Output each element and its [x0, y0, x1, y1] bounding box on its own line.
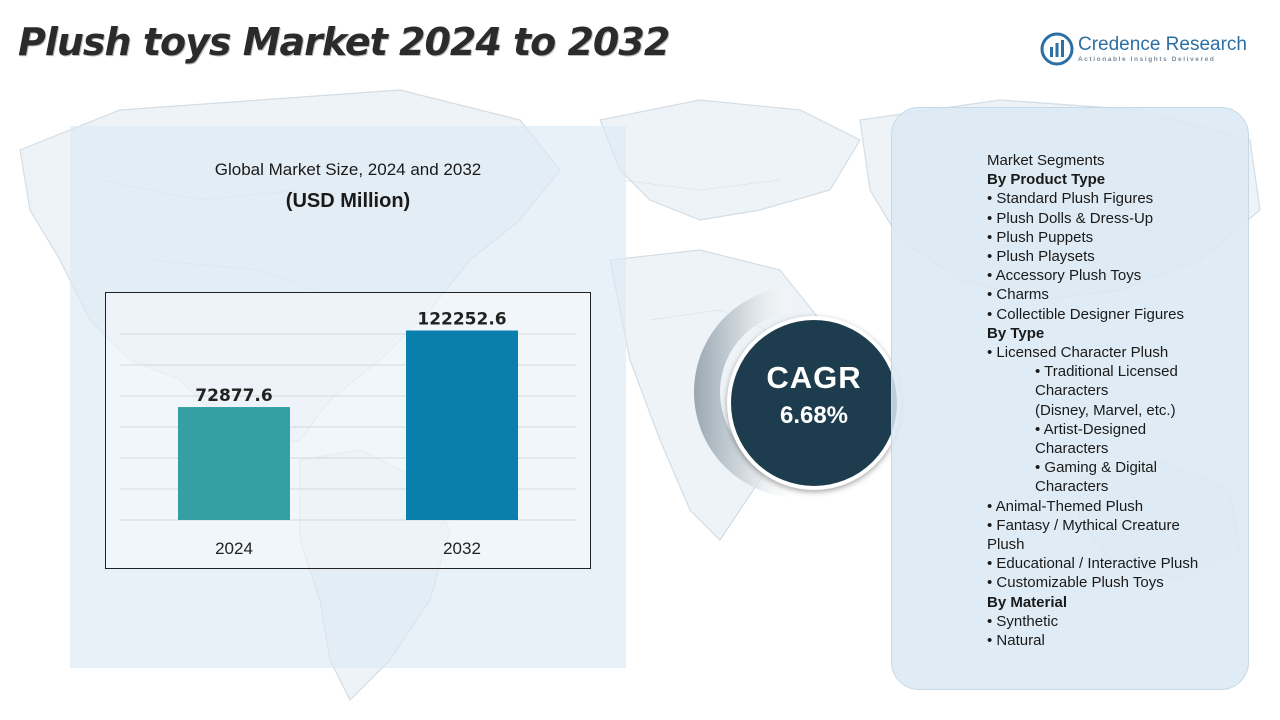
segment-item: Characters: [1035, 382, 1109, 400]
segment-heading: By Type: [987, 324, 1045, 342]
brand-name: Credence Research: [1078, 34, 1247, 55]
chart-subheading: (USD Million): [285, 190, 411, 212]
segment-item: • Customizable Plush Toys: [987, 574, 1164, 592]
segment-item: • Charms: [987, 286, 1049, 304]
brand-tagline: Actionable Insights Delivered: [1078, 56, 1216, 63]
data-label-2024: 72877.6: [195, 386, 272, 406]
cagr-badge: [727, 316, 901, 490]
segment-item: • Licensed Character Plush: [987, 344, 1169, 362]
segment-item: (Disney, Marvel, etc.): [1035, 401, 1176, 419]
x-tick-label-2024: 2024: [215, 539, 253, 558]
bar-chart: 72877.6 2024 122252.6 2032: [120, 310, 576, 558]
segment-item: • Accessory Plush Toys: [987, 267, 1142, 285]
segment-item: Market Segments: [987, 152, 1105, 169]
bar-2024: [178, 407, 290, 520]
credence-logo-icon: [1040, 32, 1074, 66]
segment-item: • Plush Playsets: [987, 248, 1095, 266]
segment-heading: By Material: [987, 593, 1068, 611]
page-title: Plush toys Market 2024 to 2032: [18, 20, 670, 64]
x-tick-label-2032: 2032: [443, 539, 481, 558]
segment-item: • Traditional Licensed: [1035, 363, 1178, 381]
segment-item: • Fantasy / Mythical Creature: [987, 516, 1180, 534]
data-label-2032: 122252.6: [417, 310, 506, 330]
segment-item: • Synthetic: [987, 612, 1059, 630]
segment-item: Plush: [987, 536, 1025, 554]
segment-item: Characters: [1035, 440, 1109, 458]
segment-item: • Plush Dolls & Dress-Up: [987, 209, 1154, 227]
segment-item: • Collectible Designer Figures: [987, 305, 1184, 323]
market-size-panel: [70, 126, 626, 668]
cagr-label: CAGR: [766, 360, 862, 395]
segments-panel: [891, 107, 1249, 690]
cagr-value: 6.68%: [779, 402, 849, 429]
cagr-ring-decoration: [694, 286, 800, 498]
segment-item: • Animal-Themed Plush: [987, 497, 1144, 515]
segment-item: • Natural: [987, 632, 1045, 650]
segment-item: • Plush Puppets: [987, 228, 1094, 246]
segment-item: • Standard Plush Figures: [987, 190, 1154, 208]
bar-2032: [406, 330, 518, 520]
chart-heading: Global Market Size, 2024 and 2032: [214, 160, 482, 179]
brand-logo-block: Credence Research Actionable Insights De…: [1040, 32, 1260, 68]
segment-item: • Artist-Designed: [1035, 420, 1147, 438]
market-segments-list: Market Segments By Product Type • Standard…: [987, 151, 1257, 650]
segment-item: • Gaming & Digital: [1035, 459, 1157, 477]
segment-heading: By Product Type: [987, 171, 1106, 189]
segment-item: Characters: [1035, 478, 1109, 496]
bar-chart-frame: 72877.6 2024 122252.6 2032: [105, 292, 591, 569]
segment-item: • Educational / Interactive Plush: [987, 555, 1199, 573]
